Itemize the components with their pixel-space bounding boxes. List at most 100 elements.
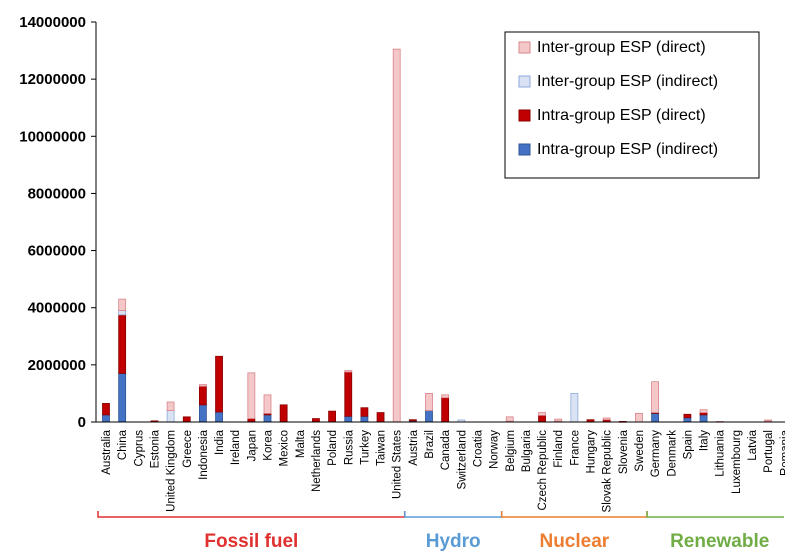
- bar-segment-intra-group-esp-direct: [198, 385, 207, 406]
- y-tick-label: 14000000: [19, 14, 86, 31]
- bar-segment-intra-group-esp-indirect: [215, 411, 223, 423]
- category-groups: Fossil fuel Hydro Nuclear Renewable: [97, 511, 784, 551]
- bar-segment-inter-group-esp-direct: [198, 384, 207, 387]
- bar-segment-intra-group-esp-indirect: [360, 415, 369, 423]
- y-axis: 0 2000000 4000000 6000000 8000000 10000000 120…: [19, 14, 97, 431]
- bar-segment-inter-group-esp-direct: [392, 48, 401, 423]
- x-category-label: Taiwan: [376, 430, 388, 466]
- bar-segment-inter-group-esp-direct: [166, 401, 175, 411]
- bar-segment-intra-group-esp-direct: [215, 355, 223, 413]
- group-label: Hydro: [426, 531, 481, 551]
- bar-segment-intra-group-esp-direct: [376, 412, 385, 423]
- bar-segment-inter-group-esp-direct: [699, 409, 708, 413]
- legend-label: Intra-group ESP (direct): [537, 107, 706, 124]
- bar-segment-intra-group-esp-direct: [538, 415, 546, 423]
- x-category-label: Brazil: [424, 430, 436, 459]
- legend-label: Intra-group ESP (indirect): [537, 141, 718, 158]
- x-category-label: Canada: [440, 429, 452, 470]
- x-category-label: Slovak Republic: [602, 430, 614, 513]
- bar-segment-intra-group-esp-indirect: [118, 373, 127, 423]
- group-bracket: [404, 511, 503, 518]
- bar-segment-intra-group-esp-direct: [328, 410, 337, 423]
- legend-swatch: [518, 143, 531, 156]
- legend-label: Inter-group ESP (indirect): [537, 73, 718, 90]
- x-category-label: Hungary: [586, 430, 598, 474]
- x-category-label: Korea: [263, 429, 275, 460]
- x-category-label: United States: [392, 430, 404, 499]
- x-category-label: Estonia: [149, 429, 161, 468]
- x-category-label: Czech Republic: [537, 430, 549, 511]
- x-category-label: China: [117, 429, 129, 460]
- legend-label: Inter-group ESP (direct): [537, 39, 706, 56]
- group-label: Renewable: [670, 531, 769, 551]
- x-category-label: Italy: [699, 430, 711, 451]
- y-tick-label: 4000000: [28, 300, 86, 317]
- y-tick-label: 12000000: [19, 71, 86, 88]
- x-category-label: Lithuania: [715, 429, 727, 476]
- group-label: Nuclear: [539, 531, 609, 551]
- bar-segment-inter-group-esp-direct: [344, 370, 353, 373]
- x-category-label: Germany: [650, 430, 662, 478]
- x-category-label: Netherlands: [311, 430, 323, 492]
- group-bracket: [97, 511, 406, 518]
- bar-segment-intra-group-esp-direct: [279, 404, 288, 423]
- x-category-label: Switzerland: [456, 430, 468, 489]
- bar-segment-intra-group-esp-direct: [441, 397, 450, 423]
- y-tick-label: 2000000: [28, 357, 86, 374]
- bar-segment-inter-group-esp-direct: [118, 298, 127, 311]
- bar-segment-intra-group-esp-indirect: [651, 413, 659, 423]
- y-tick-label: 6000000: [28, 243, 86, 260]
- group-bracket: [501, 511, 648, 518]
- x-category-label: Belgium: [505, 430, 517, 472]
- bar-segment-intra-group-esp-indirect: [102, 414, 110, 423]
- x-category-label: Indonesia: [198, 429, 210, 479]
- bar-segment-inter-group-esp-direct: [505, 416, 514, 422]
- x-category-label: Spain: [682, 430, 694, 459]
- x-category-label: Finland: [553, 430, 565, 468]
- bar-segment-intra-group-esp-indirect: [683, 417, 692, 423]
- x-category-label: Austria: [408, 429, 420, 465]
- bar-segment-inter-group-esp-direct: [764, 419, 773, 422]
- legend-swatch: [518, 41, 531, 54]
- legend-swatch: [518, 109, 531, 122]
- bar-segment-inter-group-esp-direct: [651, 381, 659, 413]
- x-axis: Australia China Cyprus Estonia United Kingdo…: [96, 421, 785, 513]
- x-category-label: Cyprus: [133, 430, 145, 467]
- y-tick-label: 8000000: [28, 185, 86, 202]
- bar-segment-inter-group-esp-direct: [263, 394, 272, 414]
- bar-segment-inter-group-esp-direct: [247, 372, 256, 419]
- bar-segment-intra-group-esp-direct: [360, 407, 369, 417]
- x-category-label: Luxembourg: [731, 430, 743, 494]
- bar-segment-intra-group-esp-direct: [344, 371, 353, 417]
- bar-segment-inter-group-esp-direct: [602, 417, 611, 421]
- bar-segment-inter-group-esp-direct: [554, 418, 563, 422]
- x-category-label: Ireland: [230, 430, 242, 465]
- group-label: Fossil fuel: [204, 531, 298, 551]
- bar-segment-inter-group-esp-direct: [425, 393, 433, 411]
- x-category-label: Malta: [295, 429, 307, 458]
- x-category-label: Mexico: [279, 430, 291, 466]
- x-category-label: Poland: [327, 430, 339, 466]
- x-category-label: Denmark: [666, 430, 678, 477]
- x-category-label: Croatia: [472, 429, 484, 467]
- x-category-label: Slovenia: [618, 429, 630, 474]
- bar-segment-inter-group-esp-indirect: [570, 393, 579, 423]
- x-category-label: Sweden: [634, 430, 646, 472]
- x-category-label: Greece: [182, 430, 194, 468]
- bar-segment-inter-group-esp-direct: [538, 412, 546, 416]
- legend-swatch: [518, 75, 531, 88]
- y-tick-label: 0: [78, 414, 86, 431]
- bar-segment-intra-group-esp-direct: [247, 418, 256, 423]
- x-category-label: Russia: [343, 429, 355, 465]
- bar-segment-intra-group-esp-indirect: [263, 414, 272, 423]
- bar-segment-intra-group-esp-direct: [118, 314, 127, 374]
- bar-segment-intra-group-esp-indirect: [198, 404, 207, 423]
- group-bracket: [646, 511, 784, 518]
- x-category-label: Portugal: [763, 430, 775, 473]
- x-category-label: India: [214, 429, 226, 455]
- x-category-label: Australia: [101, 429, 113, 474]
- bar-segment-intra-group-esp-indirect: [699, 414, 708, 423]
- x-category-label: Japan: [246, 430, 258, 461]
- bar-segment-intra-group-esp-direct: [312, 418, 320, 423]
- bar-segment-inter-group-esp-indirect: [166, 410, 175, 423]
